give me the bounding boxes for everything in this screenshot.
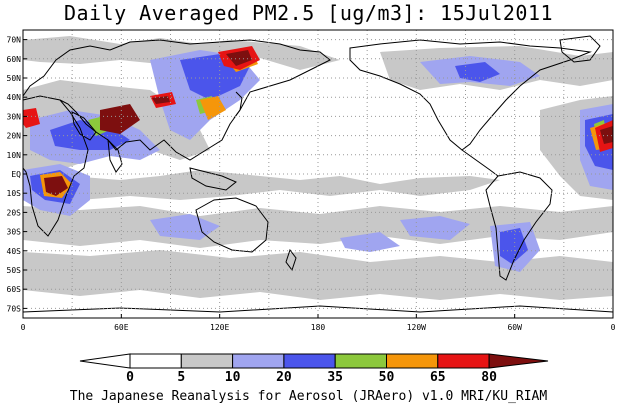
latitude-label: 70S xyxy=(7,304,22,313)
latitude-label: 60N xyxy=(7,55,22,64)
latitude-label: 20N xyxy=(7,132,22,141)
latitude-label: 60S xyxy=(7,285,22,294)
coastline-japan xyxy=(233,91,243,119)
coastline-south-america xyxy=(485,171,553,281)
colorbar-segment xyxy=(437,353,490,369)
graticule xyxy=(23,30,613,318)
colorbar-tick-label: 5 xyxy=(177,370,185,385)
colorbar: 0 5 10 20 35 50 65 80 xyxy=(79,353,549,385)
colorbar-segment xyxy=(283,353,336,369)
colorbar-tick-label: 35 xyxy=(327,370,343,385)
coastline-greenland xyxy=(559,35,601,63)
coastline-arabia xyxy=(71,111,97,141)
shade-zone-pacific-lightblue xyxy=(400,216,470,240)
latitude-label: 40S xyxy=(7,247,22,256)
colorbar-tick-label: 65 xyxy=(430,370,446,385)
shade-zone-indianocean-lightblue xyxy=(150,214,220,240)
coastline-eurasia xyxy=(22,39,331,161)
colorbar-segment xyxy=(232,353,285,369)
shade-zone-southpacific-lightblue xyxy=(340,232,400,252)
shade-zone-siberia-darkred xyxy=(226,50,252,66)
colorbar-segment xyxy=(129,353,182,369)
shade-zone-tibet-darkred xyxy=(100,104,140,134)
latitude-label: 50N xyxy=(7,74,22,83)
longitude-labels: 0 60E 120E 180 120W 60W 0 xyxy=(21,314,616,332)
colorbar-tick-label: 10 xyxy=(225,370,241,385)
coastline-indonesia xyxy=(189,167,237,191)
colorbar-tick-label: 20 xyxy=(276,370,292,385)
latitude-label: 40N xyxy=(7,93,22,102)
latitude-label: EQ xyxy=(11,170,21,179)
shade-zone-north-gray xyxy=(23,36,340,70)
colorbar-low-triangle xyxy=(79,353,131,369)
colorbar-tick-label: 80 xyxy=(481,370,497,385)
shade-zone-equator-gray xyxy=(23,170,500,200)
shade-zone-sahara-red xyxy=(23,108,40,128)
longitude-label: 120W xyxy=(407,323,426,332)
longitude-label: 180 xyxy=(311,323,326,332)
shade-zone-usa-blue xyxy=(455,62,500,82)
latitude-label: 70N xyxy=(7,36,22,45)
latitude-label: 30S xyxy=(7,228,22,237)
latitude-label: 20S xyxy=(7,208,22,217)
latitude-label: 10S xyxy=(7,189,22,198)
map-footer: The Japanese Reanalysis for Aerosol (JRA… xyxy=(69,389,548,404)
colorbar-high-triangle xyxy=(488,353,549,369)
longitude-label: 60W xyxy=(507,323,522,332)
shade-zone-mongolia-darkred xyxy=(152,96,170,104)
colorbar-segment xyxy=(334,353,388,369)
colorbar-tick-label: 50 xyxy=(379,370,395,385)
colorbar-tick-label: 0 xyxy=(126,370,134,385)
longitude-label: 60E xyxy=(114,323,129,332)
colorbar-segment xyxy=(386,353,439,369)
latitude-label: 30N xyxy=(7,112,22,121)
latitude-label: 10N xyxy=(7,151,22,160)
latitude-labels: 70N 60N 50N 40N 30N 20N 10N EQ 10S 20S 30S 40S 50S 60… xyxy=(7,36,27,313)
longitude-label: 0 xyxy=(611,323,616,332)
shade-zone-argentina-blue xyxy=(500,228,528,264)
coastline-india xyxy=(107,138,123,173)
shade-zone-sahel-darkred xyxy=(600,126,613,144)
longitude-label: 0 xyxy=(21,323,26,332)
shade-zone-congo-darkred xyxy=(44,176,68,196)
coastline-australia xyxy=(195,197,269,253)
coastline-central-america xyxy=(461,149,499,177)
map-title: Daily Averaged PM2.5 [ug/m3]: 15Jul2011 xyxy=(63,1,554,25)
longitude-label: 120E xyxy=(210,323,229,332)
colorbar-segment xyxy=(180,353,234,369)
latitude-label: 50S xyxy=(7,266,22,275)
coastline-africa xyxy=(22,95,89,237)
